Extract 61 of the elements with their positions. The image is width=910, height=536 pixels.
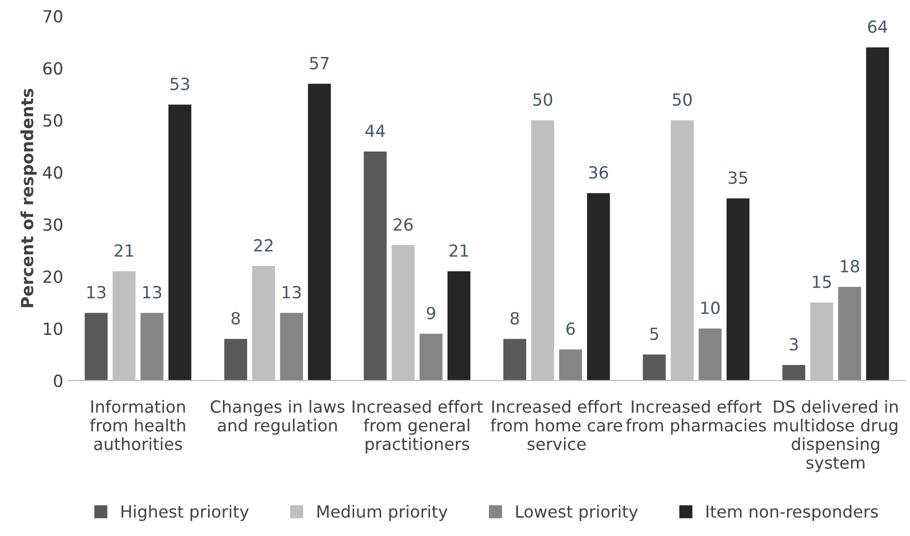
data-label: 26 [394, 218, 413, 231]
data-label: 15 [812, 276, 831, 288]
bar [364, 151, 387, 381]
data-label: 13 [143, 286, 162, 299]
data-label: 44 [365, 124, 385, 137]
data-label: 50 [672, 93, 692, 106]
y-tick-label: 10 [44, 322, 62, 336]
data-label: 21 [114, 244, 134, 257]
data-label: 35 [728, 171, 748, 184]
data-label: 3 [790, 338, 798, 351]
data-label: 8 [232, 312, 240, 325]
x-tick-label: Changes in laws and regulation [210, 400, 344, 435]
bar [168, 104, 192, 381]
data-label: 9 [426, 306, 436, 320]
bar [782, 364, 806, 381]
bar [224, 338, 248, 381]
bar [308, 84, 331, 381]
data-label: 21 [450, 244, 468, 257]
y-tick-label: 40 [42, 166, 62, 179]
bar [280, 312, 303, 381]
bar [448, 271, 470, 381]
data-label: 53 [170, 78, 190, 90]
bar [587, 193, 610, 381]
data-label: 18 [840, 260, 860, 272]
legend-label: Medium priority [318, 504, 448, 522]
x-tick-label: Information from health authorities [90, 400, 186, 450]
data-label: 64 [868, 20, 888, 33]
bar [140, 312, 164, 381]
data-label: 5 [650, 328, 658, 340]
data-label: 6 [566, 322, 575, 335]
data-label: 22 [254, 239, 273, 252]
bar [698, 328, 722, 381]
y-tick-label: 50 [43, 114, 62, 127]
data-label: 13 [282, 286, 301, 299]
x-tick-label: Increased effort from general practitioners [352, 400, 483, 454]
data-label: 8 [510, 312, 519, 325]
bar [503, 338, 526, 381]
y-tick-label: 30 [43, 218, 62, 231]
y-tick-label: 60 [43, 62, 62, 75]
data-label: 50 [533, 93, 552, 106]
legend-label: Highest priority [122, 504, 249, 522]
bar [838, 286, 862, 381]
data-label: 36 [589, 166, 608, 179]
y-axis-title: Percent of respondents [20, 88, 37, 308]
legend-label: Lowest priority [516, 504, 638, 522]
y-tick-label: 20 [43, 270, 62, 283]
x-tick-label: Increased effort from pharmacies [626, 400, 766, 435]
y-tick-label: 0 [54, 374, 62, 388]
bar [726, 198, 750, 381]
bar [559, 349, 582, 381]
bar [84, 312, 108, 381]
x-tick-label: DS delivered in multidose drug dispensing system [774, 400, 898, 472]
legend-label: Item non-responders [706, 504, 878, 522]
data-label: 13 [87, 286, 106, 299]
y-tick-label: 70 [44, 10, 62, 23]
bar [866, 47, 889, 381]
data-label: 57 [310, 57, 329, 70]
x-tick-label: Increased effort from home care service [490, 400, 622, 450]
bar [420, 334, 442, 381]
bar [642, 354, 666, 381]
data-label: 10 [701, 302, 720, 314]
